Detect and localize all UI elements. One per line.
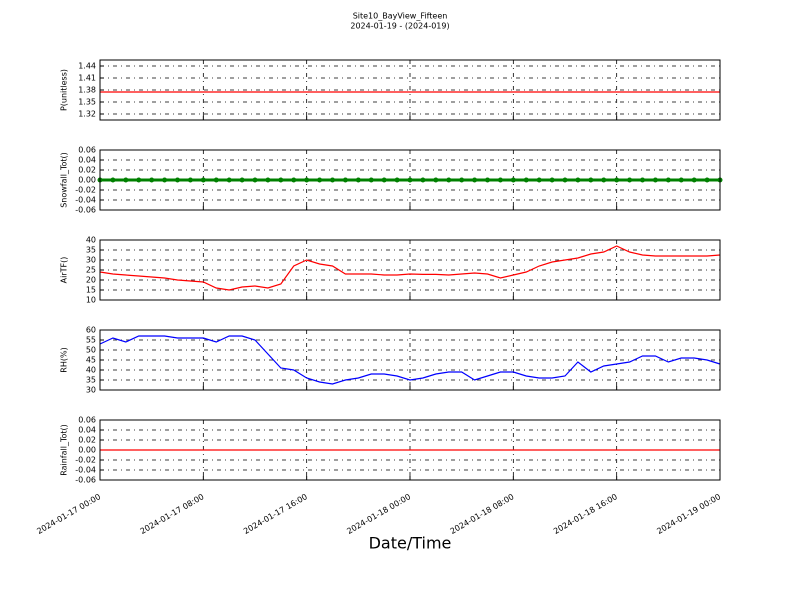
y-tick-label: 0.00: [78, 176, 96, 185]
y-tick-label: 1.32: [78, 110, 96, 119]
y-tick-label: 0.06: [78, 146, 96, 155]
y-tick-label: 50: [86, 346, 96, 355]
y-tick-label: 35: [86, 376, 96, 385]
y-tick-label: -0.06: [75, 206, 96, 215]
data-point: [536, 177, 542, 183]
plot-frame: [99, 59, 721, 121]
data-point: [342, 177, 348, 183]
y-tick-label: -0.02: [75, 186, 96, 195]
data-point: [149, 177, 155, 183]
y-tick-label: 0.04: [78, 156, 96, 165]
y-axis-label: AirTF(): [60, 257, 69, 284]
y-tick-label: 1.44: [78, 62, 96, 71]
plot-frame: [99, 149, 721, 211]
data-point: [252, 177, 258, 183]
y-tick-label: 0.02: [78, 166, 96, 175]
y-tick-label: 45: [86, 356, 96, 365]
y-axis-label: Rainfall_Tot(): [60, 424, 69, 476]
y-tick-label: -0.04: [75, 196, 96, 205]
y-tick-label: 1.41: [78, 74, 96, 83]
y-axis-label: Snowfall_Tot(): [60, 152, 69, 208]
y-tick-label: 0.02: [78, 436, 96, 445]
data-point: [291, 177, 297, 183]
data-point: [446, 177, 452, 183]
data-point: [226, 177, 232, 183]
data-point: [485, 177, 490, 183]
y-tick-label: -0.02: [75, 456, 96, 465]
data-point: [162, 177, 168, 183]
series-line: [99, 245, 721, 291]
y-tick-label: 0.04: [78, 426, 96, 435]
plot-frame: [99, 419, 721, 481]
data-point: [433, 177, 439, 183]
data-point: [549, 177, 555, 183]
y-tick-label: 40: [86, 366, 96, 375]
data-point: [304, 177, 310, 183]
y-tick-label: 25: [86, 266, 96, 275]
series-line: [99, 335, 721, 385]
y-tick-label: 10: [86, 296, 96, 305]
y-tick-label: 1.35: [78, 98, 96, 107]
data-point: [265, 177, 271, 183]
chart-subtitle: 2024-01-19 - (2024-019): [350, 22, 449, 31]
data-point: [317, 177, 323, 183]
y-tick-label: -0.04: [75, 466, 96, 475]
y-axis-label: RH(%): [60, 347, 69, 372]
data-point: [588, 177, 594, 183]
chart-title: Site10_BayView_Fifteen: [353, 12, 448, 21]
plot-frame: [99, 329, 721, 391]
data-point: [239, 177, 245, 183]
data-point: [601, 177, 607, 183]
data-point: [187, 177, 193, 183]
y-tick-label: -0.06: [75, 476, 96, 485]
data-point: [394, 177, 400, 183]
data-point: [665, 177, 671, 183]
data-point: [652, 177, 658, 183]
data-point: [510, 177, 516, 183]
data-point: [640, 177, 645, 183]
y-axis-label: P(unitless): [60, 69, 69, 111]
data-point: [407, 177, 413, 183]
data-point: [330, 177, 335, 183]
data-point: [355, 177, 361, 183]
data-point: [136, 177, 142, 183]
data-point: [575, 177, 581, 183]
data-point: [627, 177, 633, 183]
data-point: [368, 177, 374, 183]
data-point: [614, 177, 620, 183]
y-tick-label: 0.06: [78, 416, 96, 425]
y-tick-label: 20: [86, 276, 96, 285]
y-tick-label: 40: [86, 236, 96, 245]
y-tick-label: 30: [86, 256, 96, 265]
y-tick-label: 35: [86, 246, 96, 255]
x-axis-label: Date/Time: [369, 534, 452, 553]
data-point: [278, 177, 284, 183]
y-tick-label: 1.38: [78, 86, 96, 95]
data-point: [175, 177, 180, 183]
data-point: [123, 177, 129, 183]
data-point: [200, 177, 206, 183]
data-point: [523, 177, 529, 183]
data-point: [110, 177, 116, 183]
data-point: [704, 177, 710, 183]
data-point: [497, 177, 503, 183]
data-point: [459, 177, 465, 183]
data-point: [420, 177, 426, 183]
data-point: [381, 177, 387, 183]
data-point: [213, 177, 219, 183]
y-tick-label: 15: [86, 286, 96, 295]
y-tick-label: 60: [86, 326, 96, 335]
data-point: [472, 177, 478, 183]
data-point: [678, 177, 684, 183]
y-tick-label: 30: [86, 386, 96, 395]
data-point: [691, 177, 697, 183]
data-point: [562, 177, 568, 183]
y-tick-label: 0.00: [78, 446, 96, 455]
y-tick-label: 55: [86, 336, 96, 345]
plot-frame: [99, 239, 721, 301]
